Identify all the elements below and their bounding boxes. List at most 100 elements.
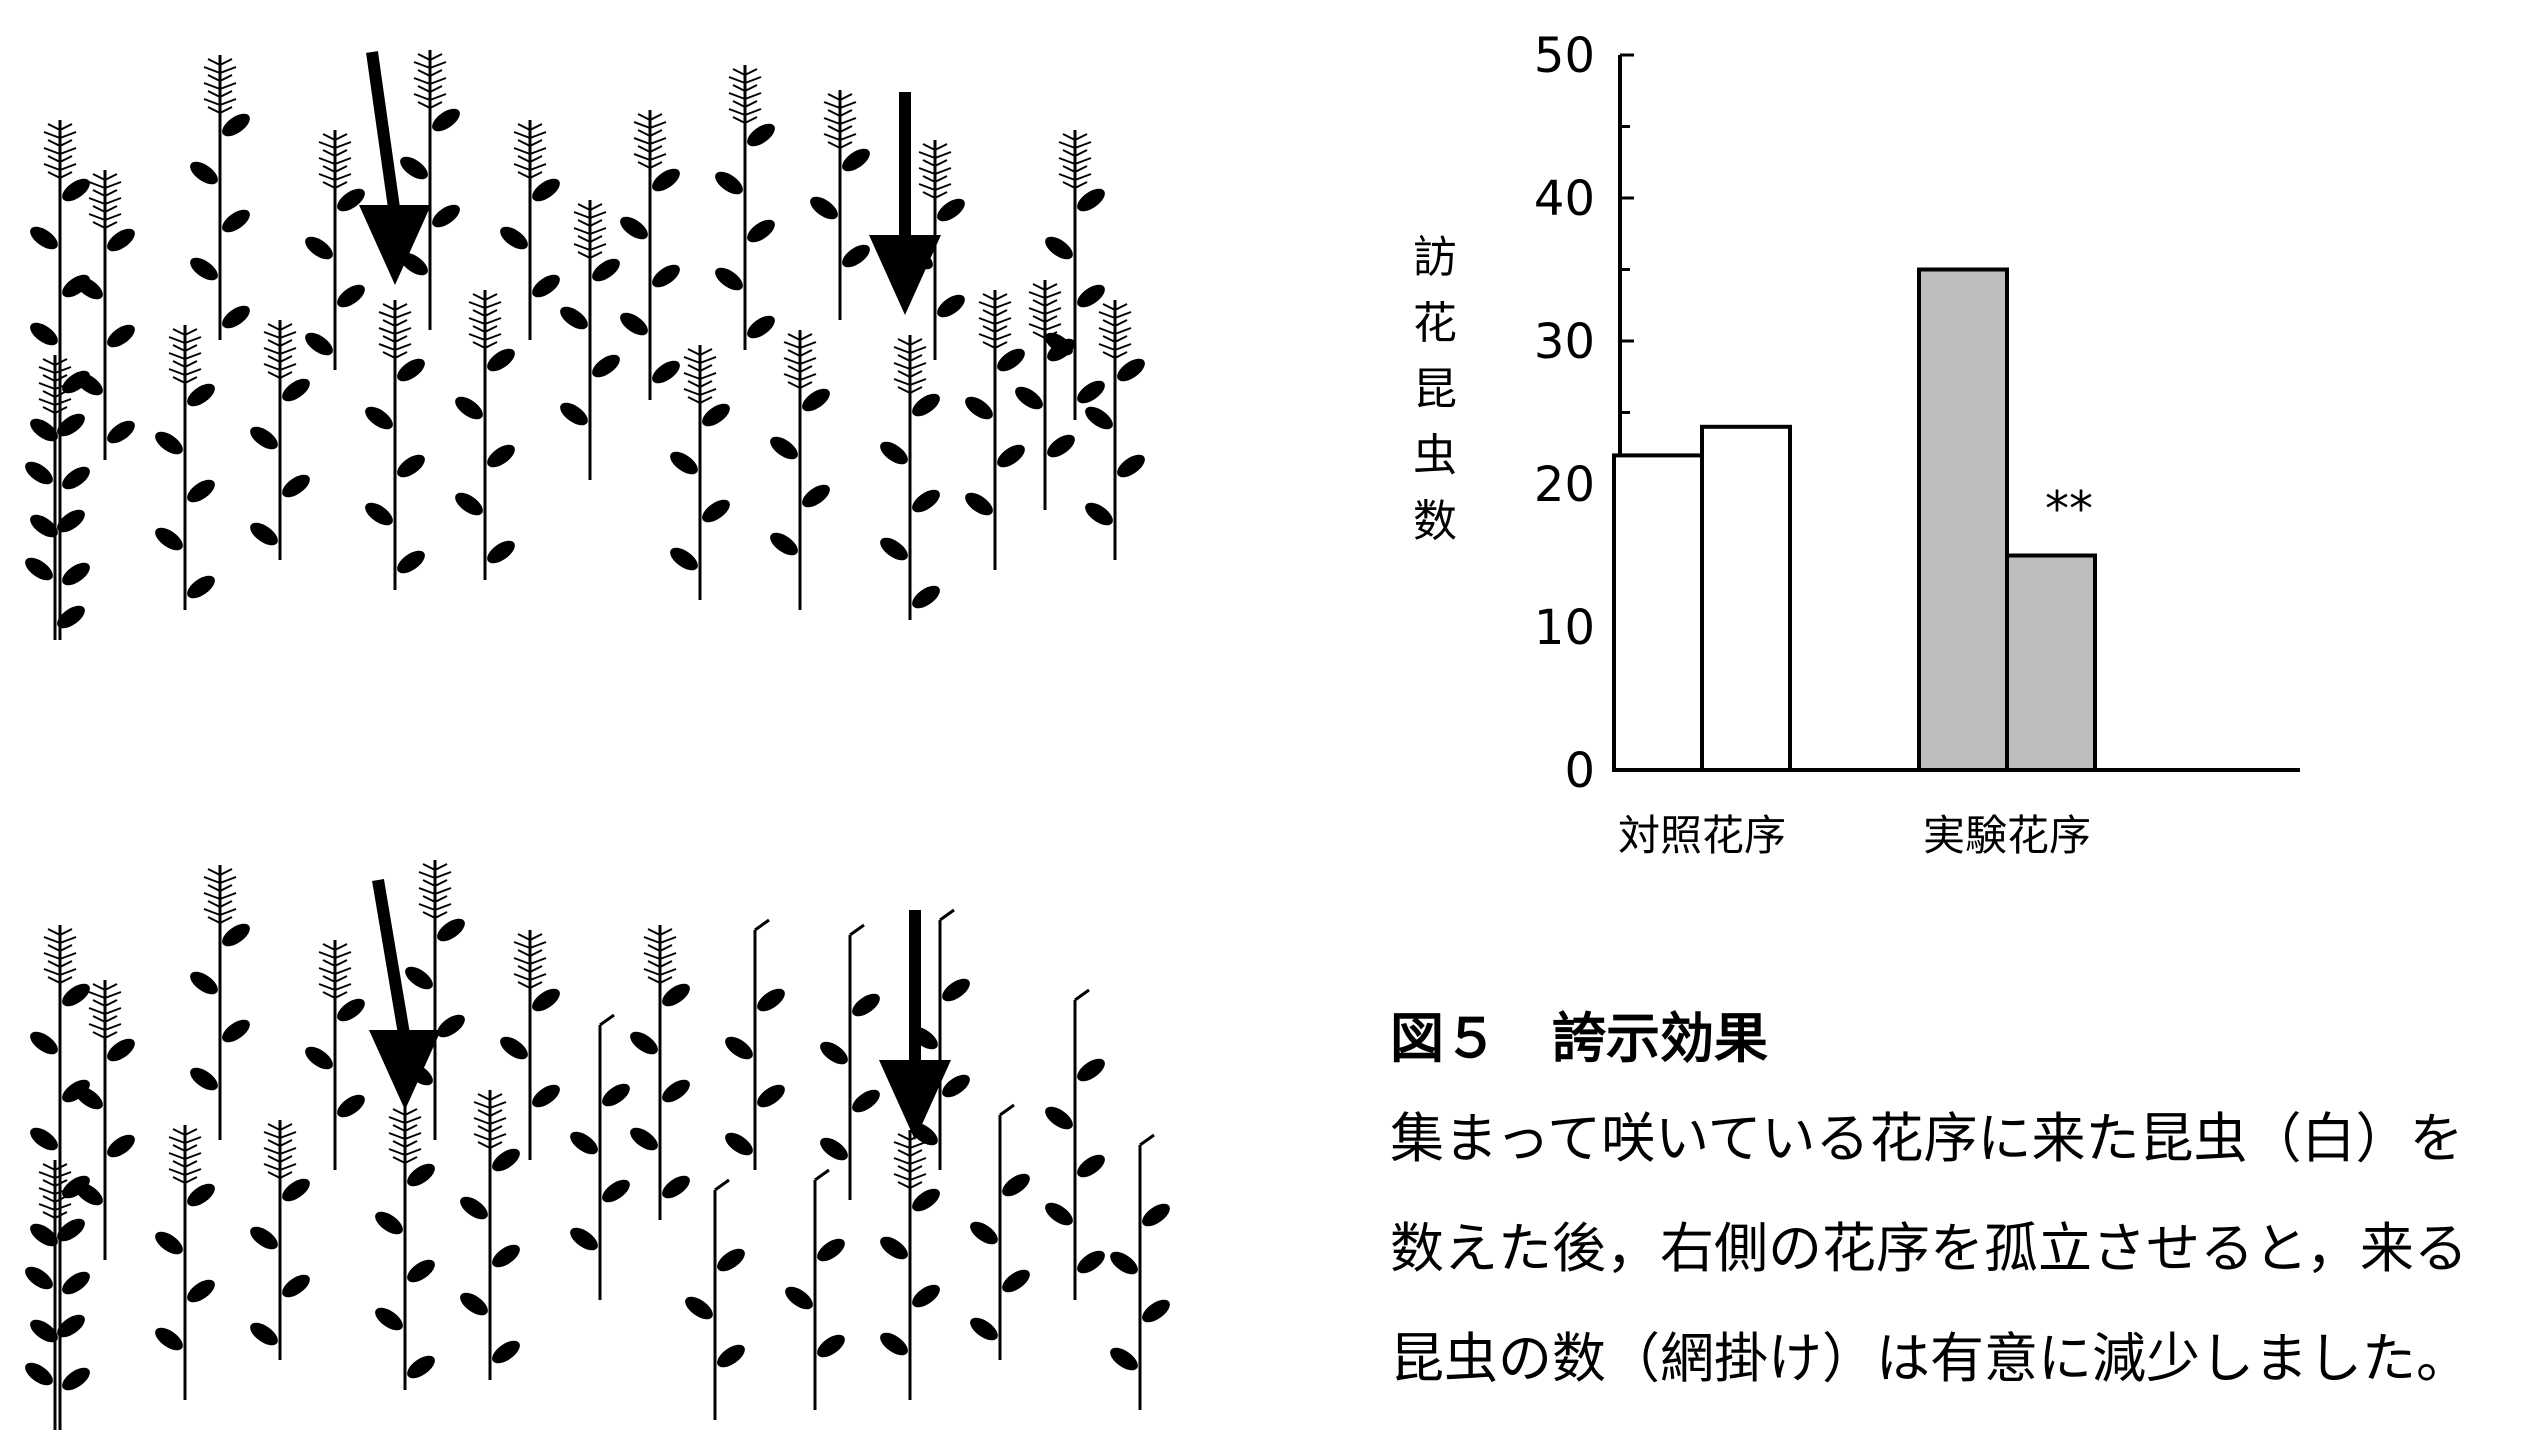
leaf — [602, 1083, 630, 1107]
flower-branch — [88, 991, 106, 999]
flower-branch — [279, 1163, 297, 1171]
leaf — [57, 1218, 85, 1242]
flower-branch — [897, 1181, 911, 1189]
flower-branch — [267, 371, 281, 379]
flower-branch — [687, 348, 701, 356]
flower-branch — [577, 251, 591, 259]
leaf — [810, 196, 838, 220]
flower-branch — [54, 390, 68, 398]
leaf — [747, 123, 775, 147]
flower-branch — [1062, 133, 1076, 141]
flower-branch — [207, 900, 221, 908]
flower-branch — [897, 1165, 911, 1173]
leaf — [912, 393, 940, 417]
flower-branch — [468, 333, 486, 341]
flower-branch — [219, 66, 237, 74]
flower-branch — [322, 991, 336, 999]
leaf — [937, 294, 965, 318]
leaf — [190, 971, 218, 995]
flower-branch — [434, 911, 448, 919]
leaf — [222, 1019, 250, 1043]
flower-branch — [267, 355, 281, 363]
flower-branch — [322, 959, 336, 967]
flower-branch — [418, 887, 436, 895]
flower-branch — [649, 161, 663, 169]
flower-branch — [404, 1132, 422, 1140]
flower-branch — [978, 317, 996, 325]
flower-branch — [207, 90, 221, 98]
flower-branch — [219, 106, 233, 114]
flower-branch — [42, 406, 56, 414]
flower-branch — [1058, 173, 1076, 181]
leaf — [375, 1307, 403, 1331]
flower-branch — [59, 944, 73, 952]
leaf — [715, 171, 743, 195]
leaf — [407, 1355, 435, 1379]
flower-branch — [934, 151, 952, 159]
leaf — [155, 431, 183, 455]
leaf — [405, 966, 433, 990]
flower-branch — [484, 333, 502, 341]
leaf — [880, 1332, 908, 1356]
leaf — [570, 1227, 598, 1251]
flower-branch — [1028, 307, 1046, 315]
leaf — [57, 509, 85, 533]
flower-branch — [918, 151, 936, 159]
plant — [500, 120, 560, 340]
leaf — [725, 1132, 753, 1156]
flower-branch — [263, 1147, 281, 1155]
flower-branch — [699, 364, 713, 372]
flower-branch — [413, 77, 431, 85]
leaf — [1110, 1251, 1138, 1275]
flower-branch — [529, 981, 543, 989]
flower-branch — [168, 1152, 186, 1160]
flower-branch — [1114, 311, 1132, 319]
y-tick-label: 30 — [1534, 314, 1595, 370]
flower-branch — [429, 101, 443, 109]
flower-branch — [334, 165, 348, 173]
flower-branch — [897, 338, 911, 346]
flower-branch — [787, 349, 801, 357]
flower-branch — [279, 1147, 297, 1155]
plant — [455, 290, 515, 580]
flower-branch — [219, 884, 233, 892]
flower-branch — [207, 868, 221, 876]
flower-branch — [659, 968, 677, 976]
flower-branch — [267, 339, 281, 347]
flower-branch — [978, 301, 996, 309]
plant — [630, 925, 690, 1220]
flower-branch — [47, 960, 61, 968]
flower-branch — [334, 943, 348, 951]
leaf — [662, 983, 690, 1007]
flower-branch — [413, 61, 431, 69]
flower-branch — [489, 1109, 503, 1117]
flower-branch — [92, 1031, 106, 1039]
flower-branch — [168, 352, 186, 360]
flower-branch — [422, 895, 436, 903]
leaf — [337, 284, 365, 308]
flower-branch — [918, 167, 936, 175]
flower-branch — [92, 173, 106, 181]
leaf — [222, 113, 250, 137]
flower-branch — [59, 928, 73, 936]
flower-branch — [1044, 323, 1062, 331]
flower-branch — [468, 301, 486, 309]
leaf — [250, 522, 278, 546]
leaf — [942, 1074, 970, 1098]
plant — [715, 65, 775, 350]
flower-branch — [918, 183, 936, 191]
flower-branch — [334, 173, 352, 181]
leaf — [30, 418, 58, 442]
flower-branch — [422, 879, 436, 887]
flower-branch — [477, 1093, 491, 1101]
flower-branch — [649, 129, 663, 137]
flower-branch — [104, 991, 122, 999]
flower-branch — [799, 341, 817, 349]
flower-branch — [104, 1031, 118, 1039]
plant — [25, 1160, 85, 1430]
flower-branch — [484, 317, 502, 325]
plant — [375, 1105, 435, 1390]
flower-branch — [699, 372, 717, 380]
flower-branch — [589, 227, 607, 235]
stem-tip — [599, 1013, 615, 1027]
